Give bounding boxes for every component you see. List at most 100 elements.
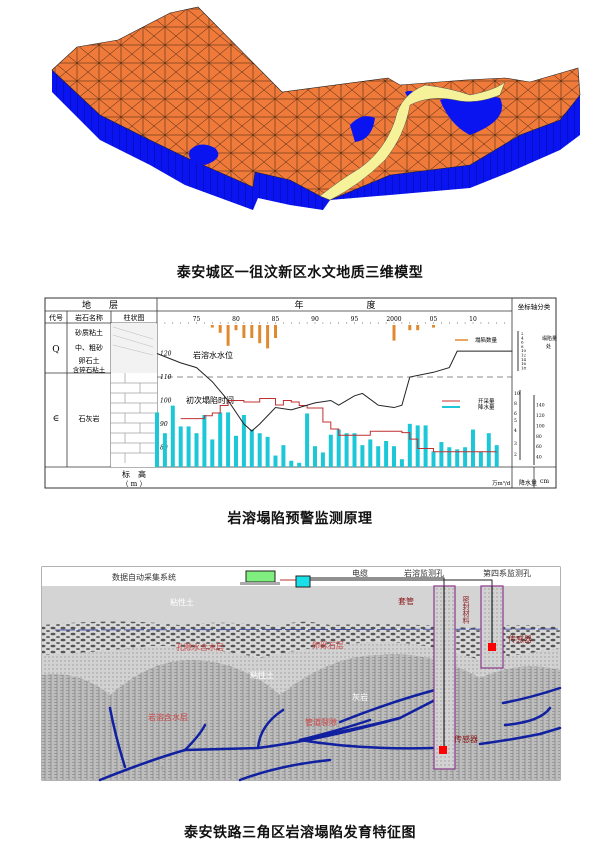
rainfall-bar bbox=[226, 412, 231, 467]
header-code: 代号 bbox=[49, 313, 63, 322]
sensor-lower-icon bbox=[439, 746, 447, 754]
collapse-bar bbox=[210, 325, 214, 328]
rainfall-bar bbox=[265, 436, 270, 467]
casing-label: 套管 bbox=[398, 596, 414, 606]
first-collapse-annotation: 初次塌陷时间 bbox=[186, 395, 234, 405]
x-tick-label: 80 bbox=[232, 316, 240, 323]
rainfall-bar bbox=[439, 442, 444, 467]
right-axes: 塌陷量 处 2468101214161810865432140120100806… bbox=[514, 331, 557, 465]
rainfall-bar bbox=[234, 435, 238, 467]
rock-name: 含碎石粘土 bbox=[73, 365, 106, 374]
water-level-line bbox=[156, 350, 513, 432]
limestone-label: 灰岩 bbox=[352, 692, 368, 702]
rain-tick-label: 80 bbox=[536, 434, 542, 440]
rainfall-bar bbox=[155, 412, 159, 467]
rainfall-bar bbox=[376, 446, 381, 467]
rock-name: 中、粗砂 bbox=[75, 343, 103, 352]
collapse-tick-label: 12 bbox=[521, 353, 527, 358]
rainfall-bar bbox=[202, 415, 207, 467]
karst-aquifer-label: 岩溶含水层 bbox=[148, 712, 188, 722]
data-logger-icon bbox=[245, 570, 276, 583]
header-stratum: 地 层 bbox=[82, 299, 118, 311]
pump-tick-label: 4 bbox=[514, 428, 517, 434]
karst-fissures bbox=[98, 686, 562, 782]
transmitter-icon bbox=[295, 575, 311, 588]
elevation-label: 标 高 bbox=[122, 469, 146, 479]
rainfall-bar bbox=[162, 433, 167, 467]
x-tick-label: 95 bbox=[351, 316, 359, 323]
pump-unit: 万m³/d bbox=[492, 480, 511, 487]
rainfall-bar bbox=[423, 425, 428, 467]
x-tick-label: 90 bbox=[311, 316, 319, 323]
rainfall-bar bbox=[320, 452, 325, 467]
collapse-bar bbox=[250, 325, 254, 338]
rainfall-bar bbox=[344, 433, 349, 467]
collapse-bar bbox=[226, 325, 230, 346]
collapse-tick-label: 16 bbox=[521, 361, 527, 366]
rainfall-bar bbox=[178, 426, 183, 467]
clay-top-label: 粘性土 bbox=[170, 597, 194, 607]
rainfall-bar bbox=[463, 447, 468, 467]
header-column: 柱状图 bbox=[124, 313, 145, 322]
elevation-tick-label: 100 bbox=[160, 398, 172, 405]
pump-tick-label: 6 bbox=[514, 411, 517, 417]
collapse-bar bbox=[258, 325, 262, 344]
x-tick-label: 85 bbox=[272, 316, 280, 323]
rainfall-bar bbox=[186, 426, 191, 467]
cable-label: 电缆 bbox=[352, 568, 368, 578]
figure2-caption: 岩溶塌陷预警监测原理 bbox=[227, 511, 373, 527]
sensor-upper-icon bbox=[488, 643, 496, 651]
karst-monitoring-chart: 地 层 年 度 代号 岩石名称 柱状图 坐标轴分类 Q 砂质粘土 中、粗砂 卵石… bbox=[44, 297, 557, 489]
rainfall-bar bbox=[241, 415, 246, 467]
collapse-tick-label: 2 bbox=[521, 331, 524, 336]
header-rock-name: 岩石名称 bbox=[75, 313, 103, 322]
collapse-tick-label: 4 bbox=[521, 335, 524, 340]
rain-label: 降水量 bbox=[519, 479, 537, 487]
rainfall-bar bbox=[328, 434, 333, 467]
elevation-tick-label: 110 bbox=[160, 374, 172, 381]
rainfall-bar bbox=[494, 445, 499, 467]
gravel-label: 卵砾石层 bbox=[312, 640, 344, 650]
legend-pump: 开采量 bbox=[478, 397, 495, 405]
collapse-bar bbox=[218, 325, 222, 333]
rainfall-bar bbox=[471, 429, 475, 467]
rain-tick-label: 60 bbox=[536, 444, 542, 450]
rainfall-bar bbox=[257, 433, 262, 467]
pump-tick-label: 2 bbox=[514, 452, 517, 458]
rainfall-bar bbox=[368, 439, 373, 467]
header-axis-class: 坐标轴分类 bbox=[518, 302, 551, 311]
x-tick-label: 05 bbox=[430, 316, 438, 323]
pump-tick-label: 10 bbox=[514, 391, 520, 397]
x-tick-label: 75 bbox=[193, 316, 201, 323]
rainfall-bar bbox=[305, 413, 310, 467]
header-year: 年 度 bbox=[294, 299, 375, 311]
collapse-bar bbox=[242, 325, 246, 338]
collapse-bar bbox=[266, 325, 270, 349]
rainfall-bar bbox=[210, 439, 215, 467]
figure3-caption: 泰安铁路三角区岩溶塌陷发育特征图 bbox=[184, 825, 416, 841]
sensor-upper-label: 传感器 bbox=[508, 634, 532, 644]
rain-tick-label: 40 bbox=[536, 455, 542, 461]
karst-collapse-diagram: 数据自动采集系统 电缆 岩溶监测孔 第四系监测孔 套管 密封材料 传感器 传感器… bbox=[41, 566, 562, 782]
collapse-tick-label: 10 bbox=[521, 348, 527, 353]
rain-unit: cm bbox=[540, 478, 549, 485]
collapse-tick-label: 14 bbox=[521, 357, 527, 362]
rock-name: 石灰岩 bbox=[79, 414, 100, 423]
rainfall-bar bbox=[273, 455, 278, 467]
rainfall-bar bbox=[249, 429, 254, 467]
model-base bbox=[52, 70, 580, 210]
collapse-tick-label: 6 bbox=[521, 340, 524, 345]
rainfall-bar bbox=[360, 445, 365, 467]
collapse-bar bbox=[274, 325, 277, 338]
rain-tick-label: 140 bbox=[536, 403, 545, 409]
collapse-bar bbox=[392, 325, 396, 341]
collapse-tick-label: 8 bbox=[521, 344, 524, 349]
x-tick-label: 2000 bbox=[386, 316, 401, 323]
rock-name: 卵石土 bbox=[79, 356, 100, 365]
rainfall-bar bbox=[447, 447, 452, 467]
collapse-bar bbox=[416, 325, 420, 331]
rainfall-bar bbox=[384, 441, 389, 467]
stratum-code-q: Q bbox=[52, 345, 59, 355]
quaternary-hole-label: 第四系监测孔 bbox=[483, 568, 531, 578]
water-level-annotation: 岩溶水水位 bbox=[193, 350, 233, 360]
